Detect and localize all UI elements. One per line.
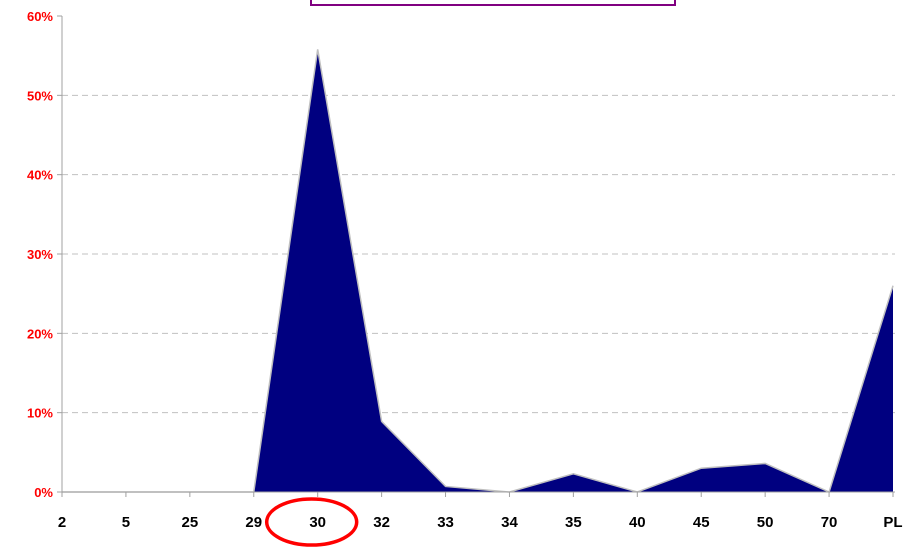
y-tick-label: 50% — [27, 88, 53, 103]
area-series — [61, 49, 894, 494]
y-tick-label: 20% — [27, 326, 53, 341]
grid-lines — [62, 94, 895, 414]
x-tick-label: 34 — [501, 514, 518, 531]
y-tick-label: 10% — [27, 406, 53, 421]
x-tick-label: 45 — [693, 514, 710, 531]
y-tick-label: 60% — [27, 9, 53, 24]
highlight-ellipse — [264, 497, 359, 547]
x-tick-label: 5 — [122, 514, 130, 531]
x-tick-label: 25 — [182, 514, 199, 531]
axes — [57, 15, 895, 497]
x-tick-label: 32 — [373, 514, 390, 531]
x-tick-label: 70 — [821, 514, 838, 531]
x-tick-label: 33 — [437, 514, 454, 531]
x-tick-label: 2 — [58, 514, 66, 531]
x-tick-label: 40 — [629, 514, 646, 531]
x-tick-label: 50 — [757, 514, 774, 531]
title-box — [310, 0, 676, 6]
y-tick-labels: 0% 10% 20% 30% 40% 50% 60% — [27, 9, 53, 500]
area-outline — [62, 49, 894, 494]
y-tick-label: 30% — [27, 247, 53, 262]
x-tick-label: 29 — [245, 514, 262, 531]
y-tick-label: 0% — [34, 485, 53, 500]
x-tick-label: 35 — [565, 514, 582, 531]
area-fill — [62, 49, 893, 492]
x-tick-labels: 2 5 25 29 30 32 33 34 35 40 45 50 70 PL — [58, 514, 903, 531]
x-tick-label: PL — [883, 514, 902, 531]
annotations — [264, 0, 676, 547]
x-tick-label: 30 — [309, 514, 326, 531]
y-tick-label: 40% — [27, 168, 53, 183]
